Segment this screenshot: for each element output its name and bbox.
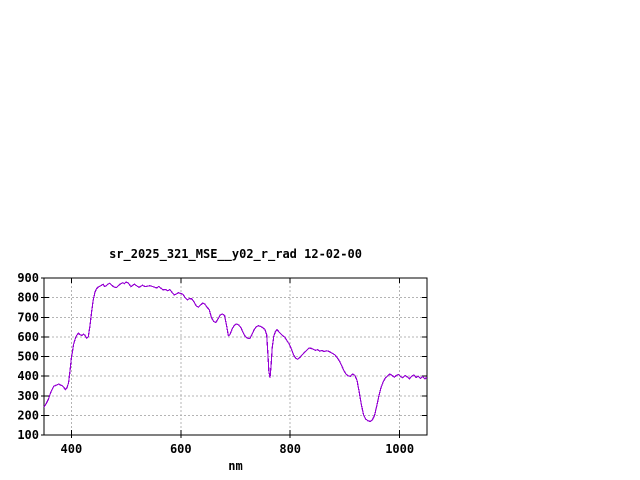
chart-title: sr_2025_321_MSE__y02_r_rad 12-02-00 xyxy=(109,247,362,261)
y-tick-label: 900 xyxy=(17,271,39,285)
x-tick-label: 400 xyxy=(61,442,83,456)
spectrum-line xyxy=(43,281,428,423)
y-tick-label: 700 xyxy=(17,310,39,324)
y-tick-label: 300 xyxy=(17,389,39,403)
x-tick-label: 800 xyxy=(279,442,301,456)
y-tick-label: 400 xyxy=(17,369,39,383)
x-tick-label: 600 xyxy=(170,442,192,456)
y-tick-label: 500 xyxy=(17,350,39,364)
x-axis-label: nm xyxy=(228,459,243,473)
y-tick-label: 600 xyxy=(17,330,39,344)
y-tick-label: 100 xyxy=(17,428,39,442)
x-tick-label: 1000 xyxy=(385,442,414,456)
y-tick-label: 200 xyxy=(17,408,39,422)
y-tick-label: 800 xyxy=(17,291,39,305)
